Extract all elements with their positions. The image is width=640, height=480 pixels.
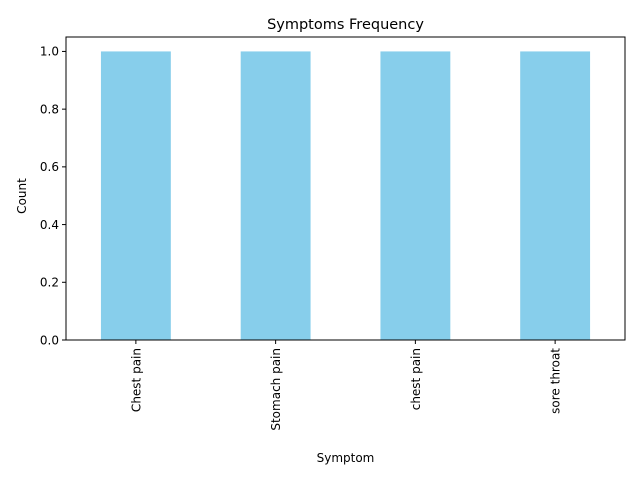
bars	[100, 51, 591, 341]
x-tick-label: sore throat	[549, 348, 563, 414]
y-tick-label: 0.4	[40, 218, 59, 232]
y-tick-label: 0.2	[40, 276, 59, 290]
chart-title: Symptoms Frequency	[267, 17, 424, 33]
bar	[520, 51, 591, 341]
bar	[100, 51, 171, 341]
axes-spines	[65, 36, 626, 341]
x-tick-label: Chest pain	[129, 348, 143, 412]
x-axis-title: Symptom	[317, 451, 375, 465]
y-tick-label: 0.0	[40, 333, 59, 347]
y-tick-label: 0.8	[40, 102, 59, 116]
axes-frame	[65, 36, 626, 341]
x-tick-label: chest pain	[409, 348, 423, 410]
y-tick-label: 1.0	[40, 45, 59, 59]
bar	[240, 51, 311, 341]
x-axis-ticks: Chest pain Stomach pain chest pain sore thr…	[129, 340, 563, 431]
y-axis-title: Count	[15, 178, 29, 214]
y-axis-ticks: 0.0 0.2 0.4 0.6 0.8 1.0	[40, 45, 66, 347]
y-tick-label: 0.6	[40, 160, 59, 174]
bar	[380, 51, 451, 341]
x-tick-label: Stomach pain	[269, 348, 283, 431]
